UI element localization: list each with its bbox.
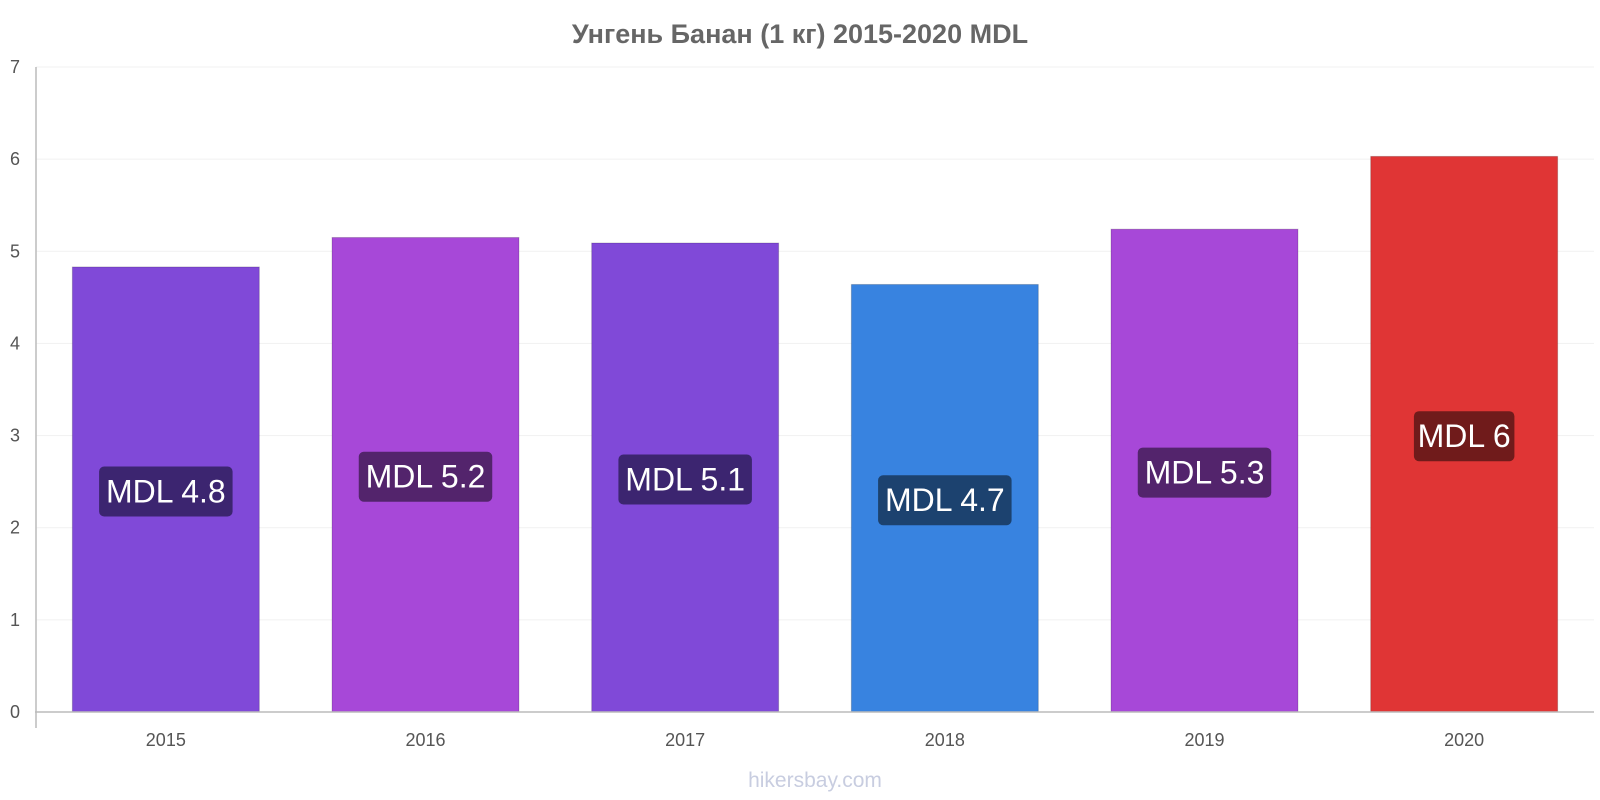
y-tick-label: 6: [10, 149, 20, 169]
axes: 0 1 2 3 4 5 6 7 2015 2016 2017 2018 2019 2020: [10, 57, 1594, 750]
x-tick-label: 2019: [1184, 730, 1224, 750]
x-tick-label: 2016: [405, 730, 445, 750]
chart-title: Унгень Банан (1 кг) 2015-2020 MDL: [572, 19, 1028, 49]
grid-lines: [36, 66, 1594, 621]
y-tick-label: 0: [10, 702, 20, 722]
data-label-badge: [99, 466, 233, 517]
x-tick-label: 2015: [146, 730, 186, 750]
y-tick-label: 1: [10, 610, 20, 630]
data-label: MDL 4.8: [106, 473, 226, 509]
data-label: MDL 4.7: [885, 482, 1005, 518]
x-tick-label: 2020: [1444, 730, 1484, 750]
x-tick-label: 2017: [665, 730, 705, 750]
data-label-badge: [618, 454, 752, 505]
data-label-badge: [1137, 447, 1272, 498]
data-label: MDL 5.3: [1145, 455, 1265, 491]
x-tick-label: 2018: [925, 730, 965, 750]
y-tick-label: 5: [10, 241, 20, 261]
y-tick-label: 2: [10, 518, 20, 538]
data-label-badge: [358, 451, 493, 502]
data-label-badge: [1413, 411, 1515, 462]
data-labels: MDL 4.8 MDL 5.2 MDL 5.1 MDL 4.7 MDL 5.3 MDL 6: [99, 411, 1515, 526]
data-label-badge: [878, 475, 1012, 526]
data-label: MDL 5.2: [366, 459, 486, 495]
y-tick-label: 7: [10, 57, 20, 77]
data-label: MDL 5.1: [625, 461, 745, 497]
watermark-text: hikersbay.com: [748, 769, 882, 792]
data-label: MDL 6: [1418, 418, 1511, 454]
y-tick-label: 3: [10, 426, 20, 446]
bars: [71, 155, 1559, 713]
y-tick-label: 4: [10, 333, 20, 353]
